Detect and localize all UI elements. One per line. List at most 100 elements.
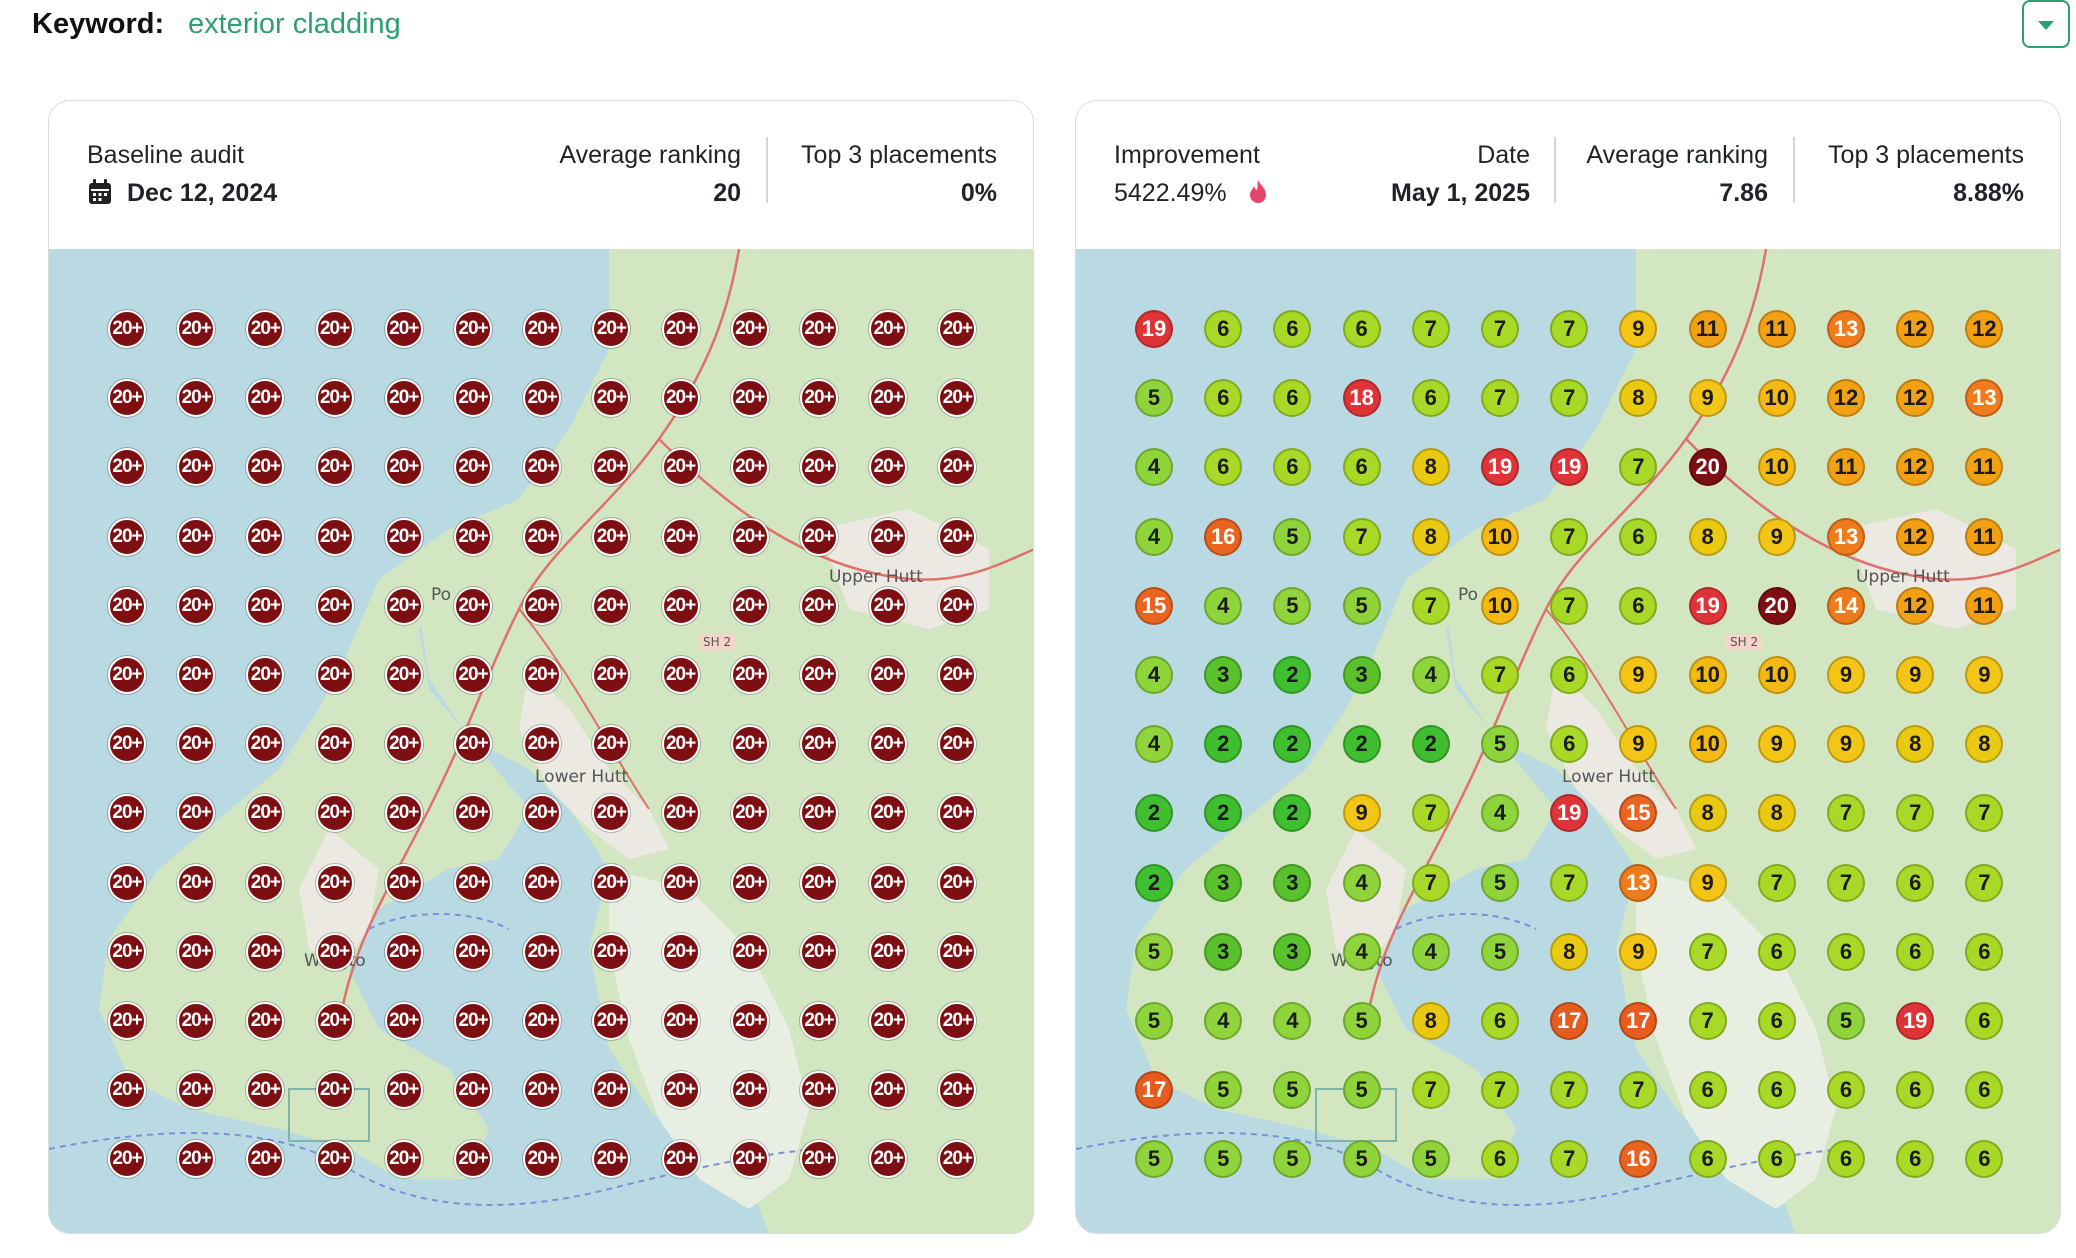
current-rank-pin[interactable]: 4	[1135, 656, 1173, 694]
baseline-rank-pin[interactable]: 20+	[246, 517, 285, 556]
current-rank-pin[interactable]: 7	[1411, 863, 1450, 902]
current-rank-pin[interactable]: 6	[1757, 1071, 1796, 1110]
current-rank-pin[interactable]: 16	[1619, 1140, 1658, 1179]
baseline-rank-pin[interactable]: 20+	[592, 586, 631, 625]
baseline-rank-pin[interactable]: 20+	[592, 1002, 631, 1040]
baseline-rank-pin[interactable]: 20+	[108, 1002, 146, 1040]
current-rank-pin[interactable]: 7	[1965, 794, 2004, 833]
current-rank-pin[interactable]: 4	[1342, 932, 1381, 971]
current-rank-pin[interactable]: 10	[1757, 379, 1796, 418]
current-rank-pin[interactable]: 7	[1896, 794, 1935, 833]
baseline-rank-pin[interactable]: 20+	[938, 586, 977, 625]
current-rank-pin[interactable]: 7	[1411, 794, 1450, 833]
current-rank-pin[interactable]: 6	[1896, 932, 1935, 971]
current-rank-pin[interactable]: 11	[1965, 586, 2004, 625]
baseline-rank-pin[interactable]: 20+	[246, 794, 285, 833]
current-rank-pin[interactable]: 8	[1411, 517, 1450, 556]
current-rank-pin[interactable]: 5	[1204, 1071, 1243, 1110]
baseline-rank-pin[interactable]: 20+	[454, 448, 492, 487]
baseline-rank-pin[interactable]: 20+	[454, 1140, 492, 1179]
current-rank-pin[interactable]: 17	[1619, 1002, 1658, 1040]
baseline-rank-pin[interactable]: 20+	[661, 586, 700, 625]
current-rank-pin[interactable]: 5	[1342, 1002, 1381, 1040]
baseline-rank-pin[interactable]: 20+	[938, 517, 977, 556]
current-rank-pin[interactable]: 9	[1688, 863, 1727, 902]
current-rank-pin[interactable]: 11	[1965, 517, 2004, 556]
current-rank-pin[interactable]: 3	[1204, 863, 1243, 902]
current-rank-pin[interactable]: 5	[1342, 586, 1381, 625]
current-rank-pin[interactable]: 8	[1411, 1002, 1450, 1040]
current-rank-pin[interactable]: 8	[1411, 448, 1450, 487]
current-rank-pin[interactable]: 3	[1273, 863, 1312, 902]
current-rank-pin[interactable]: 4	[1342, 863, 1381, 902]
current-rank-pin[interactable]: 13	[1827, 517, 1865, 556]
baseline-rank-pin[interactable]: 20+	[246, 586, 285, 625]
baseline-rank-pin[interactable]: 20+	[523, 1002, 562, 1040]
baseline-rank-pin[interactable]: 20+	[108, 1140, 146, 1179]
current-rank-pin[interactable]: 5	[1342, 1140, 1381, 1179]
baseline-rank-pin[interactable]: 20+	[108, 863, 146, 902]
baseline-rank-pin[interactable]: 20+	[384, 725, 423, 764]
baseline-rank-pin[interactable]: 20+	[661, 1002, 700, 1040]
current-rank-pin[interactable]: 3	[1342, 656, 1381, 694]
current-rank-pin[interactable]: 19	[1550, 448, 1589, 487]
current-rank-pin[interactable]: 9	[1827, 725, 1865, 764]
baseline-rank-pin[interactable]: 20+	[661, 863, 700, 902]
current-rank-pin[interactable]: 7	[1827, 794, 1865, 833]
current-rank-pin[interactable]: 12	[1896, 517, 1935, 556]
baseline-rank-pin[interactable]: 20+	[869, 725, 908, 764]
baseline-rank-pin[interactable]: 20+	[315, 932, 354, 971]
current-rank-pin[interactable]: 7	[1481, 1071, 1519, 1110]
baseline-rank-pin[interactable]: 20+	[800, 379, 838, 418]
current-rank-pin[interactable]: 11	[1827, 448, 1865, 487]
current-rank-pin[interactable]: 7	[1481, 656, 1519, 694]
baseline-rank-pin[interactable]: 20+	[661, 932, 700, 971]
current-rank-pin[interactable]: 7	[1757, 863, 1796, 902]
baseline-rank-pin[interactable]: 20+	[938, 794, 977, 833]
current-rank-pin[interactable]: 5	[1135, 932, 1173, 971]
baseline-rank-pin[interactable]: 20+	[454, 586, 492, 625]
current-rank-pin[interactable]: 7	[1550, 863, 1589, 902]
baseline-rank-pin[interactable]: 20+	[108, 725, 146, 764]
current-rank-pin[interactable]: 9	[1965, 656, 2004, 694]
baseline-rank-pin[interactable]: 20+	[800, 863, 838, 902]
baseline-rank-pin[interactable]: 20+	[246, 379, 285, 418]
baseline-rank-pin[interactable]: 20+	[454, 863, 492, 902]
current-rank-pin[interactable]: 6	[1965, 1140, 2004, 1179]
baseline-rank-pin[interactable]: 20+	[315, 586, 354, 625]
current-rank-pin[interactable]: 4	[1411, 932, 1450, 971]
current-rank-pin[interactable]: 7	[1619, 1071, 1658, 1110]
current-rank-pin[interactable]: 10	[1688, 656, 1727, 694]
current-rank-pin[interactable]: 5	[1273, 1071, 1312, 1110]
baseline-rank-pin[interactable]: 20+	[177, 448, 216, 487]
baseline-rank-pin[interactable]: 20+	[661, 517, 700, 556]
baseline-rank-pin[interactable]: 20+	[108, 794, 146, 833]
baseline-rank-pin[interactable]: 20+	[315, 310, 354, 348]
baseline-rank-pin[interactable]: 20+	[315, 794, 354, 833]
baseline-rank-pin[interactable]: 20+	[315, 656, 354, 694]
current-rank-pin[interactable]: 7	[1481, 379, 1519, 418]
baseline-rank-pin[interactable]: 20+	[177, 794, 216, 833]
current-rank-pin[interactable]: 8	[1965, 725, 2004, 764]
current-rank-pin[interactable]: 7	[1411, 310, 1450, 348]
current-rank-pin[interactable]: 5	[1135, 379, 1173, 418]
current-rank-pin[interactable]: 7	[1342, 517, 1381, 556]
baseline-rank-pin[interactable]: 20+	[800, 656, 838, 694]
baseline-rank-pin[interactable]: 20+	[730, 448, 769, 487]
baseline-rank-pin[interactable]: 20+	[661, 725, 700, 764]
current-rank-pin[interactable]: 7	[1550, 1071, 1589, 1110]
baseline-rank-pin[interactable]: 20+	[523, 725, 562, 764]
baseline-rank-pin[interactable]: 20+	[315, 448, 354, 487]
baseline-rank-pin[interactable]: 20+	[730, 725, 769, 764]
baseline-rank-pin[interactable]: 20+	[177, 932, 216, 971]
current-rank-pin[interactable]: 9	[1688, 379, 1727, 418]
baseline-rank-pin[interactable]: 20+	[592, 656, 631, 694]
current-rank-pin[interactable]: 14	[1827, 586, 1865, 625]
current-rank-pin[interactable]: 7	[1411, 1071, 1450, 1110]
current-rank-pin[interactable]: 6	[1550, 656, 1589, 694]
baseline-rank-pin[interactable]: 20+	[384, 448, 423, 487]
current-rank-pin[interactable]: 6	[1342, 310, 1381, 348]
current-rank-pin[interactable]: 2	[1273, 794, 1312, 833]
current-rank-pin[interactable]: 5	[1411, 1140, 1450, 1179]
current-rank-pin[interactable]: 10	[1688, 725, 1727, 764]
